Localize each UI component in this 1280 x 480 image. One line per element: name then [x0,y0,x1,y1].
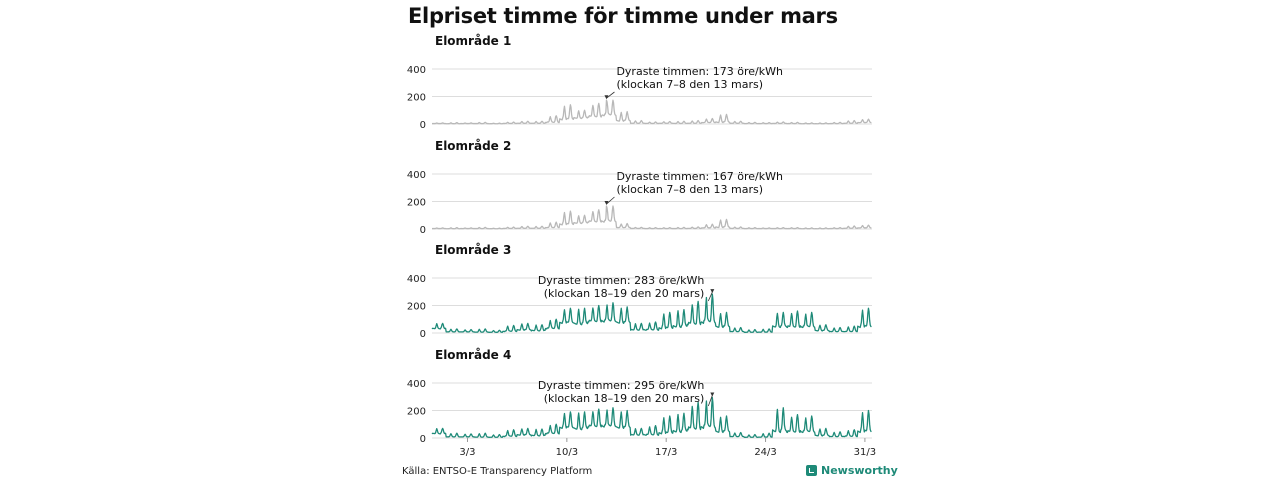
x-tick-label: 24/3 [754,447,776,458]
elomrade-3-y-tick-label: 0 [420,329,426,340]
chart-title: Elpriset timme för timme under mars [408,4,838,28]
elomrade-2-annotation-line-1: Dyraste timmen: 167 öre/kWh [616,170,783,183]
elomrade-2-series-line [431,205,872,230]
elomrade-4-annotation-line-2: (klockan 18–19 den 20 mars) [544,392,705,405]
newsworthy-logo-icon [806,465,817,476]
elomrade-1-series-line [431,99,872,125]
elomrade-1-y-tick-label: 400 [407,65,426,76]
elomrade-4-title: Elområde 4 [435,348,511,362]
elomrade-1-title: Elområde 1 [435,34,511,48]
elomrade-4-y-tick-label: 200 [407,407,426,418]
elomrade-2-title: Elområde 2 [435,139,511,153]
elomrade-3-y-tick-label: 200 [407,302,426,313]
elomrade-2-annotation-arrow [604,201,609,206]
elomrade-4-y-tick-label: 400 [407,379,426,390]
elomrade-3-annotation-line-1: Dyraste timmen: 283 öre/kWh [538,274,705,287]
elomrade-4-annotation-leader [707,395,713,407]
x-tick-label: 31/3 [854,447,876,458]
x-tick-label: 10/3 [556,447,578,458]
x-tick-label: 17/3 [655,447,677,458]
source-note: Källa: ENTSO-E Transparency Platform [402,466,593,477]
elomrade-3-annotation-leader [707,291,713,302]
elomrade-3-title: Elområde 3 [435,243,511,257]
elomrade-1-y-tick-label: 0 [420,120,426,131]
elomrade-2-annotation-leader [606,196,615,205]
elomrade-2-y-tick-label: 0 [420,225,426,236]
elomrade-1-annotation-line-2: (klockan 7–8 den 13 mars) [616,78,763,91]
elomrade-1-y-tick-label: 200 [407,93,426,104]
elomrade-1-annotation-leader [606,91,615,99]
elomrade-4-series-line [431,396,872,438]
elomrade-1-annotation-arrow [604,95,609,100]
elomrade-4-y-tick-label: 0 [420,434,426,445]
elomrade-4-annotation-line-1: Dyraste timmen: 295 öre/kWh [538,379,705,392]
elomrade-1-annotation-line-1: Dyraste timmen: 173 öre/kWh [616,65,783,78]
elomrade-4-annotation-arrow [710,392,715,397]
elomrade-2-annotation-line-2: (klockan 7–8 den 13 mars) [616,183,763,196]
x-tick-label: 3/3 [459,447,475,458]
brand[interactable]: Newsworthy [806,464,898,477]
elomrade-2-y-tick-label: 200 [407,198,426,209]
elomrade-3-annotation-line-2: (klockan 18–19 den 20 mars) [544,287,705,300]
elomrade-2-y-tick-label: 400 [407,170,426,181]
elomrade-3-series-line [431,293,872,333]
brand-name: Newsworthy [821,464,898,477]
elomrade-3-y-tick-label: 400 [407,274,426,285]
elomrade-3-annotation-arrow [710,289,715,294]
